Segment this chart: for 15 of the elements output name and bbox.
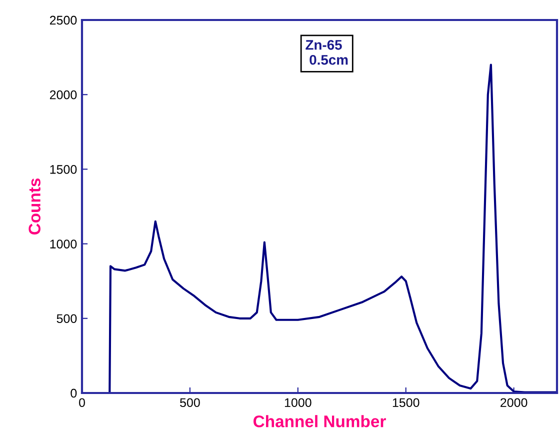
annotation: Zn-65 0.5cm (306, 40, 348, 65)
y-tick-label: 1000 (50, 240, 77, 248)
x-axis-title: Channel Number (254, 415, 386, 428)
y-tick-label: 500 (56, 314, 77, 324)
y-tick-label: 2000 (50, 90, 77, 100)
x-tick-label: 1000 (284, 398, 312, 408)
y-tick-label: 1500 (50, 165, 77, 174)
line-series (108, 64, 557, 393)
x-tick-label: 0 (79, 398, 85, 408)
x-tick-label: 500 (180, 398, 200, 408)
y-tick-label: 2500 (50, 16, 77, 25)
y-tick-label: 0 (70, 388, 77, 398)
y-axis-title: Counts (28, 178, 40, 235)
x-tick-label: 1500 (392, 398, 420, 408)
x-tick-label: 2000 (500, 398, 528, 408)
